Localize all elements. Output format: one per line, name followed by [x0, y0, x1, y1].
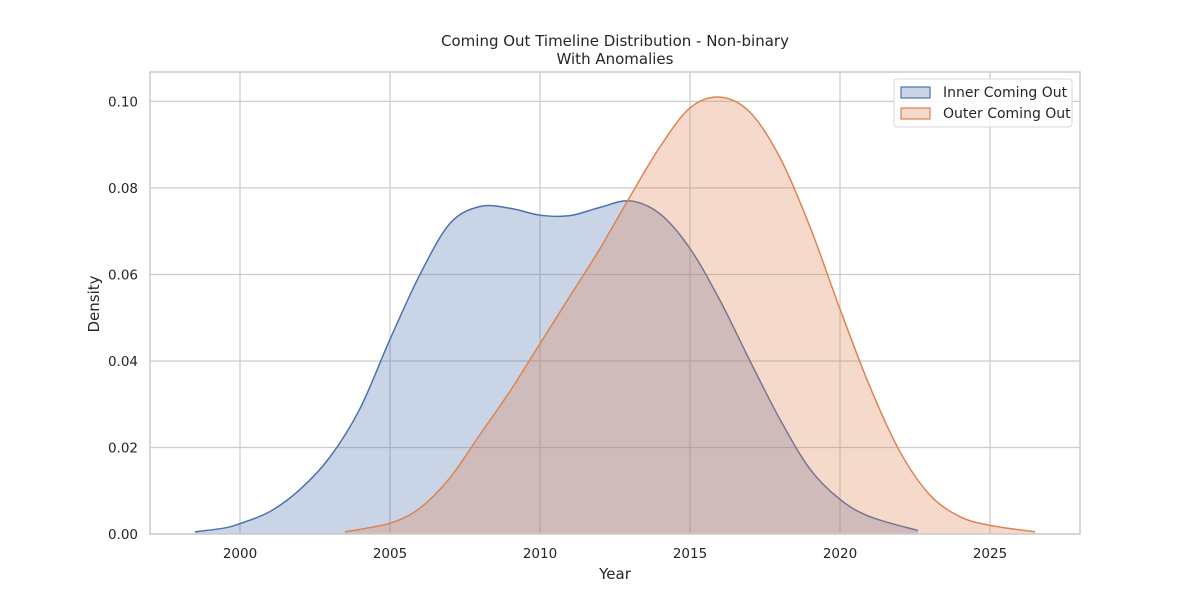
plot-border	[149, 71, 1081, 535]
legend-swatch-1	[900, 107, 931, 120]
legend-box	[893, 78, 1073, 128]
y-tick-label-5: 0.10	[108, 94, 138, 110]
series-line-0	[194, 200, 919, 533]
y-tick-label-4: 0.08	[108, 181, 138, 197]
series-area-1	[345, 96, 1035, 534]
y-axis-label: Density	[85, 275, 103, 332]
y-tick-label-1: 0.02	[108, 440, 138, 456]
legend: Inner Coming Out Outer Coming Out	[893, 78, 1073, 128]
x-axis-label: Year	[598, 565, 632, 583]
y-tick-label-0: 0.00	[108, 527, 138, 543]
x-tick-label-2010: 2010	[523, 546, 557, 562]
series-line-1	[344, 96, 1036, 533]
x-tick-label-2015: 2015	[673, 546, 707, 562]
y-tick-label-3: 0.06	[108, 267, 138, 283]
x-tick-label-2005: 2005	[373, 546, 407, 562]
chart-title: Coming Out Timeline Distribution - Non-b…	[441, 32, 789, 50]
x-tick-label-2025: 2025	[973, 546, 1007, 562]
series-layer	[194, 96, 1036, 534]
legend-label-1: Outer Coming Out	[943, 106, 1071, 122]
tick-labels: 2000 2005 2010 2015 2020 2025 0.00 0.02 0.04 0.06…	[108, 94, 1007, 562]
plot-frame	[149, 71, 1081, 535]
chart-subtitle: With Anomalies	[557, 50, 674, 68]
x-tick-label-2000: 2000	[223, 546, 257, 562]
y-tick-label-2: 0.04	[108, 354, 138, 370]
x-tick-label-2020: 2020	[823, 546, 857, 562]
legend-label-0: Inner Coming Out	[943, 85, 1068, 101]
series-area-0	[195, 200, 918, 534]
legend-swatch-0	[900, 86, 931, 99]
